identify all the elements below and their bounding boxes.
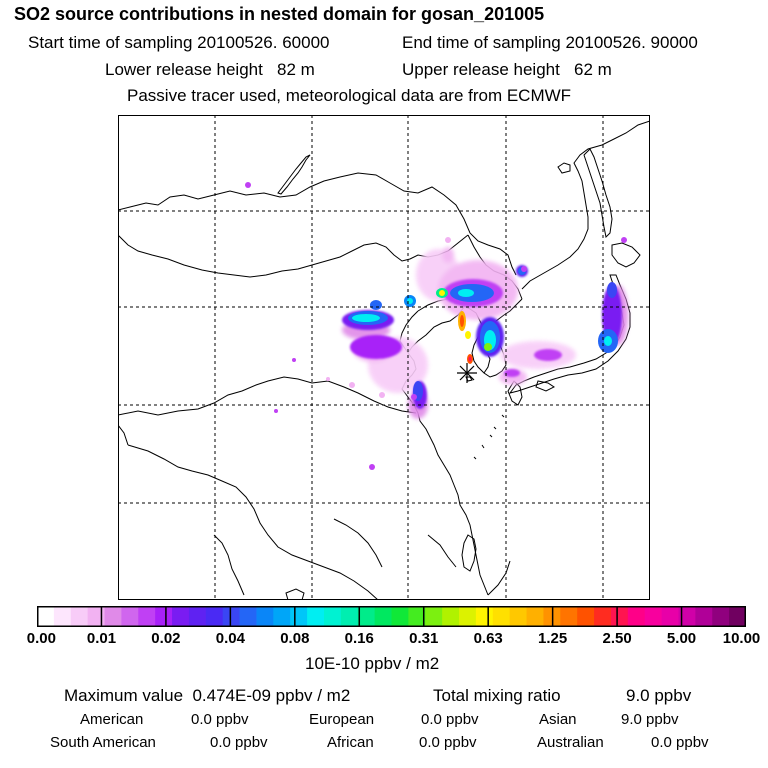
lower-release-height-label: Lower release height 82 m <box>105 60 315 79</box>
colorbar-swatch <box>610 606 629 627</box>
colorbar-swatch <box>526 606 544 627</box>
region-value: 0.0 ppbv <box>421 711 479 728</box>
colorbar-swatch <box>138 606 156 627</box>
lat-lon-grid <box>118 115 650 600</box>
colorbar-swatch <box>307 606 325 627</box>
colorbar-swatch <box>172 606 190 627</box>
colorbar-swatch <box>155 606 173 627</box>
colorbar-swatch <box>222 606 241 627</box>
total-mixing-ratio-label: Total mixing ratio <box>433 686 561 705</box>
tracer-info-label: Passive tracer used, meteorological data… <box>127 86 572 105</box>
colorbar-border <box>37 606 746 627</box>
colorbar-tick-label: 0.04 <box>215 630 245 647</box>
colorbar-tick-label: 0.16 <box>344 630 374 647</box>
colorbar-tick-label: 10.00 <box>722 630 761 647</box>
colorbar-swatch <box>712 606 730 627</box>
colorbar-swatch <box>509 606 528 627</box>
region-value: 0.0 ppbv <box>419 734 477 751</box>
colorbar-swatch <box>644 606 663 627</box>
colorbar-swatch <box>121 606 139 627</box>
colorbar-swatch <box>425 606 443 627</box>
region-name: African <box>327 734 374 751</box>
maximum-value-label: Maximum value 0.474E-09 ppbv / m2 <box>64 686 351 705</box>
upper-release-height-label: Upper release height 62 m <box>402 60 612 79</box>
colorbar-tick-label: 0.00 <box>26 630 56 647</box>
colorbar-swatch <box>442 606 460 627</box>
region-value: 0.0 ppbv <box>191 711 249 728</box>
receptor-marker-icon <box>457 363 477 383</box>
colorbar-swatch <box>87 606 106 627</box>
colorbar-swatch <box>70 606 89 627</box>
colorbar-swatch <box>239 606 257 627</box>
colorbar-swatch <box>459 606 477 627</box>
region-name: Asian <box>539 711 577 728</box>
colorbar-swatch <box>661 606 679 627</box>
colorbar-swatch <box>340 606 359 627</box>
start-time-label: Start time of sampling 20100526. 60000 <box>28 33 330 52</box>
total-mixing-ratio-value: 9.0 ppbv <box>626 686 692 705</box>
colorbar-swatch <box>695 606 713 627</box>
colorbar-tick-label: 0.02 <box>151 630 181 647</box>
colorbar-tick-label: 0.31 <box>409 630 439 647</box>
colorbar-swatch <box>37 606 55 627</box>
region-value: 0.0 ppbv <box>210 734 268 751</box>
colorbar-swatch <box>560 606 578 627</box>
colorbar-swatch <box>188 606 207 627</box>
colorbar-swatch <box>729 606 746 627</box>
colorbar-swatch <box>678 606 696 627</box>
colorbar-tick-label: 0.01 <box>86 630 117 647</box>
colorbar-swatch <box>627 606 646 627</box>
colorbar-swatch <box>594 606 612 627</box>
colorbar-swatch <box>273 606 291 627</box>
colorbar-units: 10E-10 ppbv / m2 <box>305 654 440 673</box>
colorbar-swatch <box>391 606 409 627</box>
region-name: Australian <box>537 734 604 751</box>
colorbar-swatch <box>374 606 392 627</box>
colorbar-swatch <box>205 606 224 627</box>
region-value: 9.0 ppbv <box>621 711 679 728</box>
region-value: 0.0 ppbv <box>651 734 709 751</box>
colorbar-swatch <box>475 606 494 627</box>
colorbar-tick-label: 1.25 <box>538 630 568 647</box>
region-name: European <box>309 711 375 728</box>
colorbar-swatch <box>357 606 376 627</box>
colorbar-swatch <box>492 606 511 627</box>
colorbar-swatch <box>577 606 595 627</box>
plot-title: SO2 source contributions in nested domai… <box>14 4 545 24</box>
colorbar-swatch <box>104 606 122 627</box>
colorbar <box>37 606 746 627</box>
colorbar-tick-label: 2.50 <box>602 630 632 647</box>
colorbar-tick-label: 0.63 <box>473 630 503 647</box>
region-name: American <box>80 711 144 728</box>
colorbar-tick-label: 5.00 <box>666 630 697 647</box>
colorbar-swatch <box>290 606 308 627</box>
region-name: South American <box>50 734 156 751</box>
colorbar-ticks: 0.00 0.01 0.02 0.04 0.08 0.16 0.31 0.63 1.25 2.50… <box>0 630 768 650</box>
colorbar-swatch <box>53 606 72 627</box>
colorbar-tick-label: 0.08 <box>280 630 310 647</box>
concentration-plume <box>245 182 628 470</box>
colorbar-swatch <box>323 606 342 627</box>
map-panel <box>118 115 650 600</box>
colorbar-swatch <box>256 606 274 627</box>
colorbar-swatch <box>408 606 426 627</box>
end-time-label: End time of sampling 20100526. 90000 <box>402 33 698 52</box>
